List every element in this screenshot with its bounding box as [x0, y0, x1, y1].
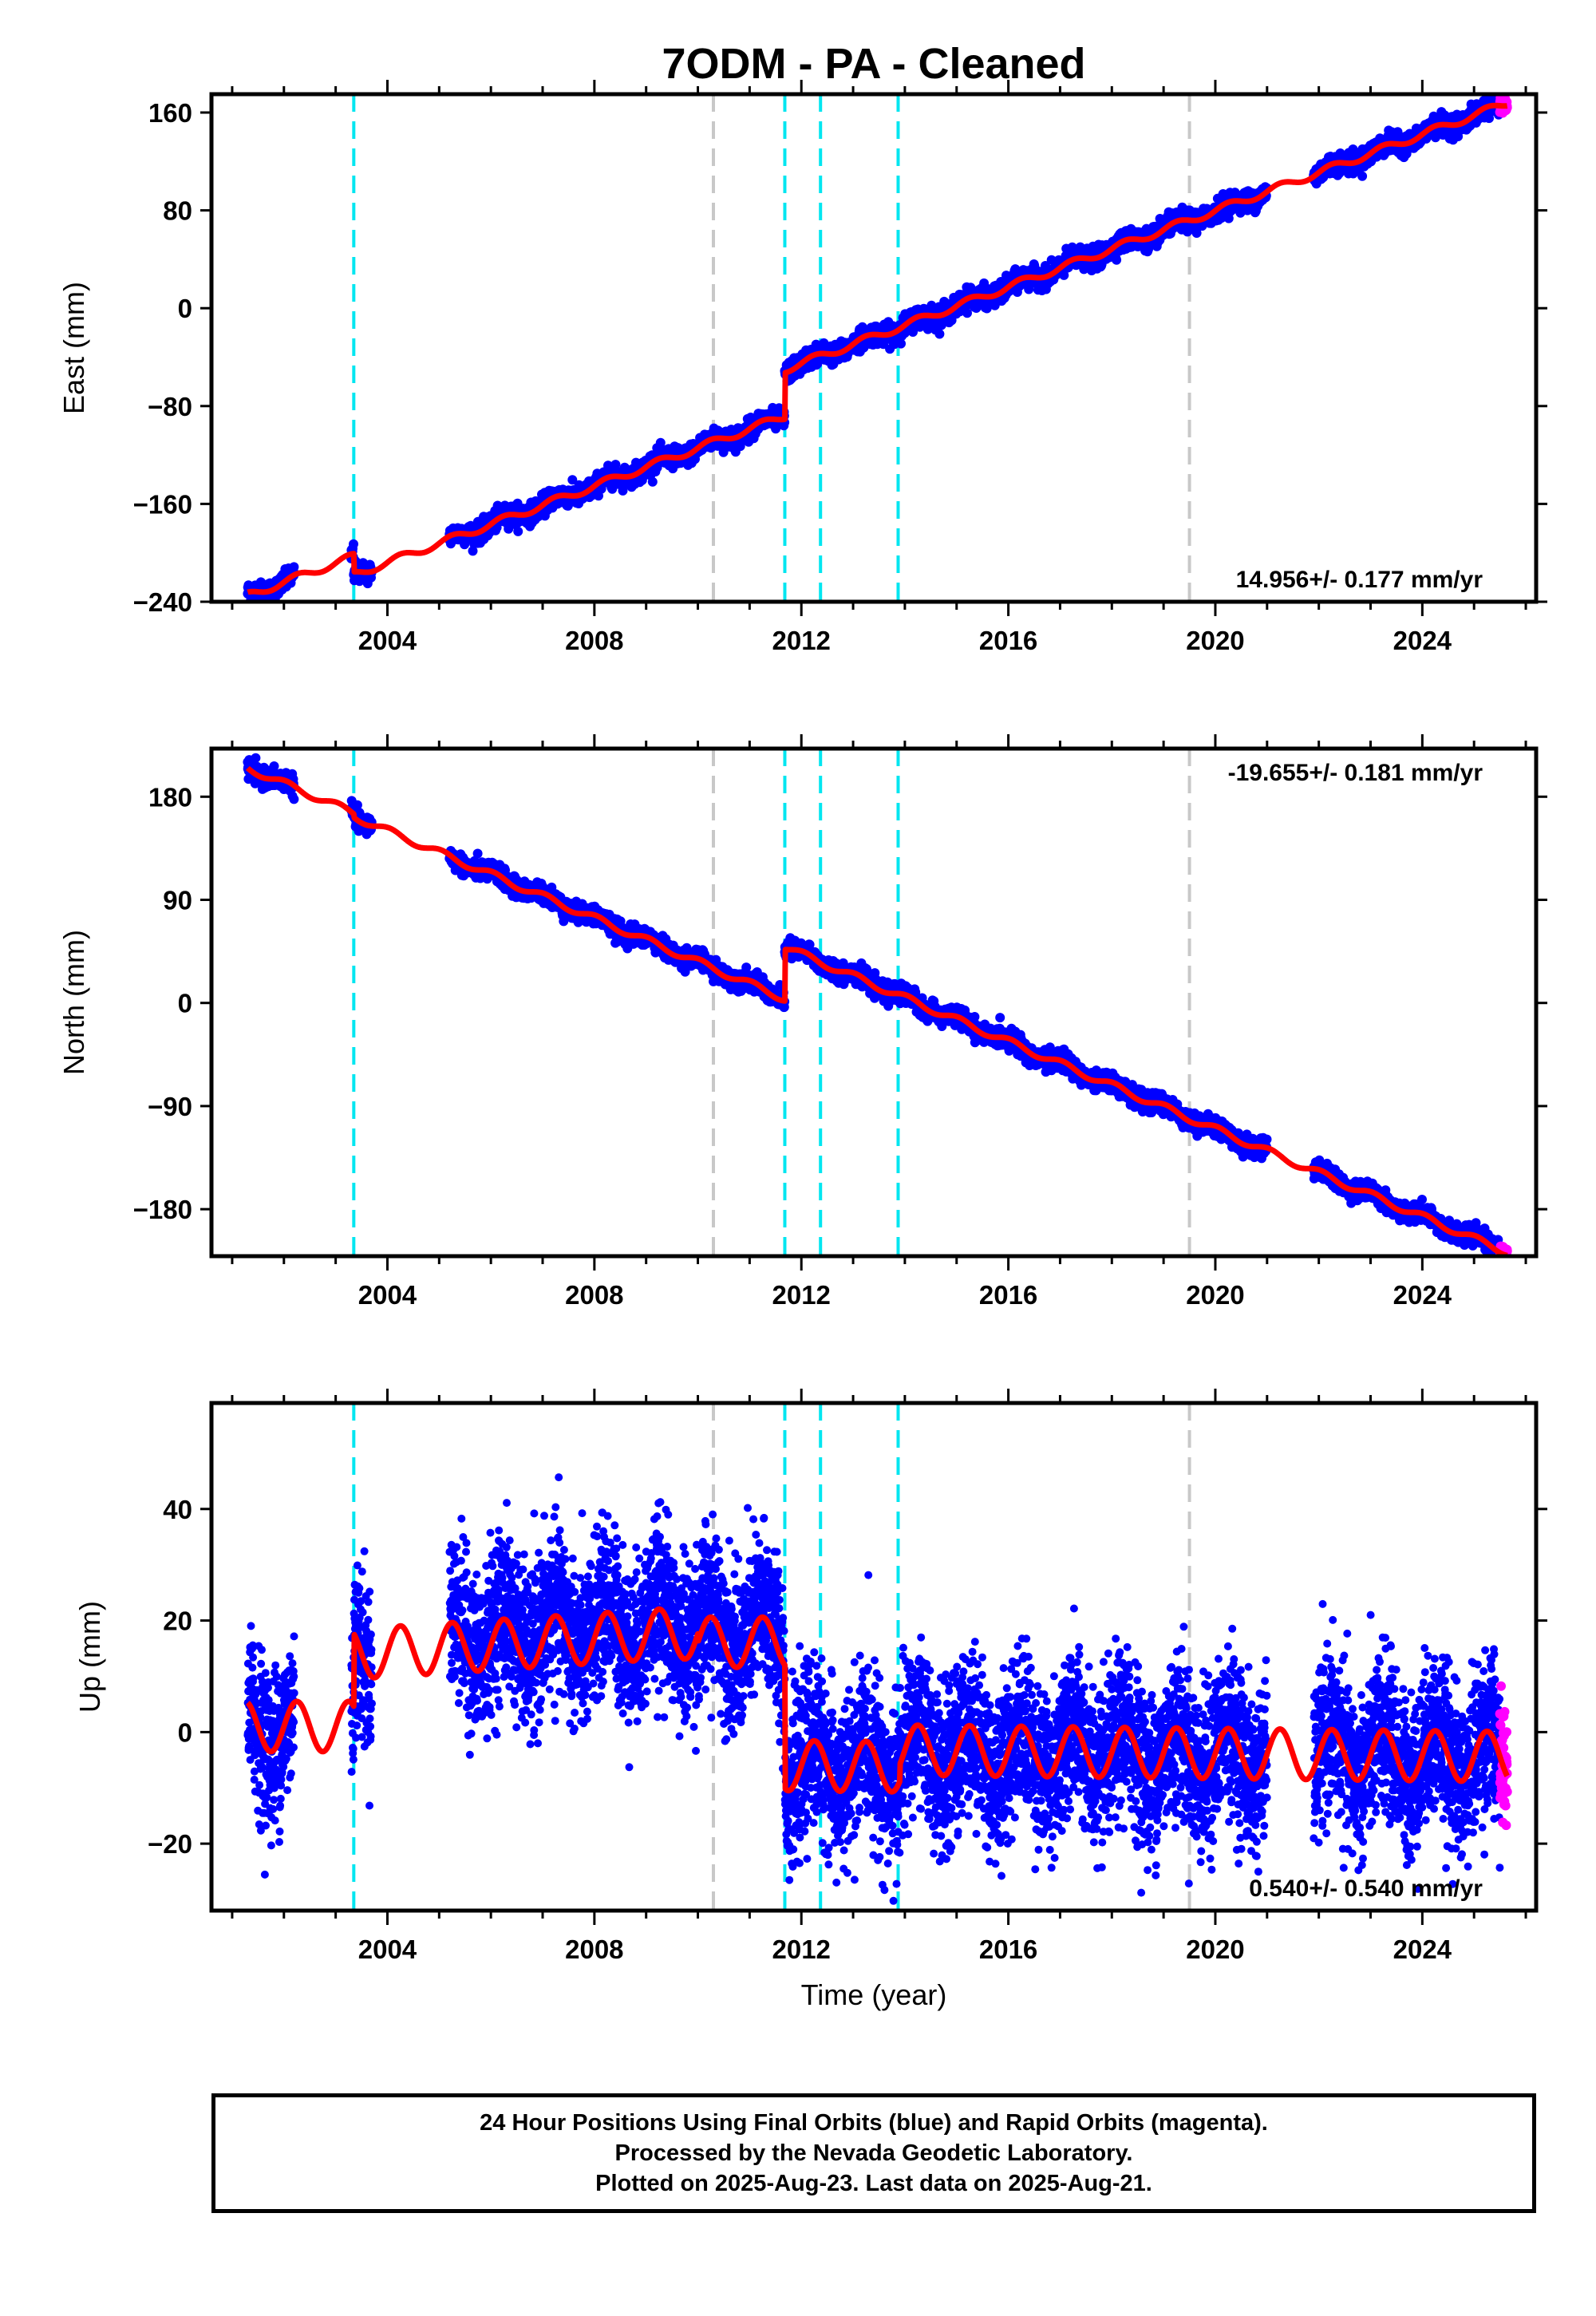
x-tick-label: 2004: [358, 626, 417, 655]
final-orbit-points: [243, 753, 1505, 1256]
panel-east: 160 80 0 −80 −160 −240 2004 2008 2012 2016 2020 202…: [57, 80, 1547, 655]
data-point: [567, 475, 578, 485]
figure-title: 7ODM - PA - Cleaned: [662, 40, 1085, 88]
final-orbit-points: [243, 94, 1505, 602]
x-tick-label: 2016: [979, 626, 1037, 655]
data-point: [655, 437, 666, 448]
y-tick-label: −80: [148, 392, 192, 421]
x-tick-label: 2020: [1186, 626, 1244, 655]
y-axis-title: East (mm): [57, 282, 90, 414]
plot-area-east: [243, 94, 1512, 602]
data-point: [289, 562, 299, 572]
y-tick-label: −240: [133, 587, 192, 617]
y-tick-label: 0: [178, 294, 192, 323]
x-tick-label: 2008: [565, 626, 623, 655]
rate-label: 14.956+/- 0.177 mm/yr: [1236, 567, 1483, 593]
data-point: [1357, 171, 1368, 181]
plot-area-north: [243, 749, 1512, 1256]
data-point: [289, 794, 299, 804]
data-point: [1144, 244, 1153, 255]
data-point: [251, 753, 261, 763]
data-point: [349, 539, 358, 549]
y-tick-label: 160: [148, 98, 192, 128]
data-point: [472, 848, 483, 859]
data-point: [468, 546, 478, 556]
x-tick-label: 2012: [772, 626, 831, 655]
y-tick-label: −160: [133, 489, 192, 519]
x-tick-label: 2024: [1393, 626, 1452, 655]
y-tick-label: 80: [163, 196, 192, 226]
data-point: [513, 526, 523, 536]
data-point: [647, 476, 658, 487]
panels: 160 80 0 −80 −160 −240 2004 2008 2012 2016 2020 202…: [57, 80, 1547, 2011]
data-point: [1112, 255, 1122, 265]
data-point: [934, 329, 945, 339]
